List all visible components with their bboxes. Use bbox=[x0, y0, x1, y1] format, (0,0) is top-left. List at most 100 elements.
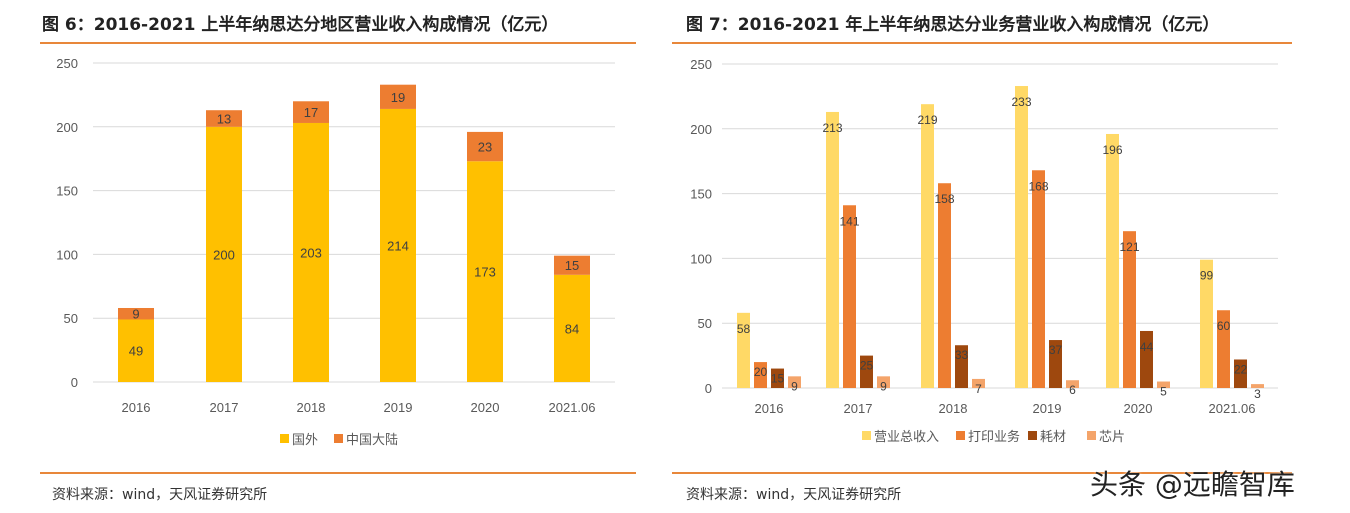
chart1-data-label: 84 bbox=[565, 321, 579, 336]
chart2-bar-2 bbox=[771, 368, 784, 388]
chart2-data-label: 219 bbox=[917, 113, 937, 127]
chart2-bar-3 bbox=[1251, 384, 1264, 388]
chart2-bar-0 bbox=[737, 312, 750, 388]
chart1-bar-1 bbox=[554, 255, 590, 275]
chart2-legend-label: 打印业务 bbox=[968, 429, 1020, 444]
chart1-bar-1 bbox=[206, 110, 242, 127]
chart2-xtick-label: 2016 bbox=[755, 401, 784, 416]
chart2-source-rule bbox=[672, 472, 1292, 474]
chart1-ytick-label: 50 bbox=[64, 311, 78, 326]
chart2-bar-0 bbox=[921, 104, 934, 389]
chart2-bar-3 bbox=[1157, 381, 1170, 388]
chart2-legend-label: 营业总收入 bbox=[874, 429, 939, 444]
chart2-bar-3 bbox=[877, 376, 890, 388]
chart2-legend-swatch bbox=[862, 431, 871, 440]
chart2-bar-1 bbox=[843, 205, 856, 388]
chart1-title-rule bbox=[40, 42, 636, 44]
chart1-ytick-label: 200 bbox=[56, 120, 78, 135]
chart1-legend-swatch bbox=[280, 434, 289, 443]
chart1-bar-1 bbox=[118, 307, 154, 320]
chart2-bar-2 bbox=[860, 355, 873, 388]
chart1-data-label: 203 bbox=[300, 245, 322, 260]
chart2-data-label: 60 bbox=[1217, 319, 1231, 333]
chart2-data-label: 9 bbox=[791, 379, 798, 393]
chart2-data-label: 15 bbox=[771, 372, 785, 386]
chart2-ytick-label: 150 bbox=[690, 187, 712, 202]
chart2-data-label: 213 bbox=[822, 121, 842, 135]
chart2-bar-3 bbox=[972, 378, 985, 388]
chart2-legend-label: 芯片 bbox=[1099, 429, 1125, 444]
chart2-bar-1 bbox=[938, 183, 951, 388]
chart2-xtick-label: 2019 bbox=[1033, 401, 1062, 416]
chart1-legend-label: 中国大陆 bbox=[346, 432, 398, 447]
chart2-data-label: 33 bbox=[955, 348, 969, 362]
chart2-data-label: 44 bbox=[1140, 340, 1154, 354]
chart1-data-label: 200 bbox=[213, 247, 235, 262]
chart1-bar-1 bbox=[293, 101, 329, 123]
chart1-bar-0 bbox=[554, 274, 590, 382]
chart2-bar-1 bbox=[1217, 310, 1230, 388]
chart2-title: 图 7：2016-2021 年上半年纳思达分业务营业收入构成情况（亿元） bbox=[686, 15, 1220, 35]
chart1-ytick-label: 150 bbox=[56, 184, 78, 199]
chart1-xtick-label: 2018 bbox=[297, 400, 326, 415]
chart2-xtick-label: 2021.06 bbox=[1209, 401, 1256, 416]
chart2-bar-0 bbox=[1200, 259, 1213, 388]
chart2-title-rule bbox=[672, 42, 1292, 44]
chart1-data-label: 9 bbox=[132, 307, 139, 322]
chart2-legend-label: 耗材 bbox=[1040, 429, 1066, 444]
chart2-data-label: 141 bbox=[839, 214, 859, 228]
chart2-bar-1 bbox=[1123, 231, 1136, 388]
chart1-bar-0 bbox=[380, 108, 416, 382]
chart1-bar-0 bbox=[293, 122, 329, 383]
chart1-xtick-label: 2017 bbox=[210, 400, 239, 415]
chart2-bar-0 bbox=[826, 111, 839, 389]
chart2-data-label: 168 bbox=[1028, 179, 1048, 193]
chart1-data-label: 17 bbox=[304, 105, 318, 120]
chart1-bar-0 bbox=[206, 126, 242, 382]
chart2-bar-0 bbox=[1015, 86, 1028, 389]
chart2-data-label: 99 bbox=[1200, 269, 1214, 283]
chart2-ytick-label: 0 bbox=[705, 381, 712, 396]
chart2-bar-0 bbox=[1106, 133, 1119, 388]
chart2-data-label: 5 bbox=[1160, 385, 1167, 399]
chart1-legend-swatch bbox=[334, 434, 343, 443]
chart2-data-label: 58 bbox=[737, 322, 751, 336]
chart2-data-label: 9 bbox=[880, 379, 887, 393]
watermark: 头条 @远瞻智库 bbox=[1090, 468, 1295, 501]
chart2-bar-3 bbox=[788, 376, 801, 388]
chart2-bar-2 bbox=[1140, 330, 1153, 388]
chart2-data-label: 22 bbox=[1234, 362, 1248, 376]
chart2-data-label: 196 bbox=[1102, 143, 1122, 157]
chart1-xtick-label: 2021.06 bbox=[549, 400, 596, 415]
chart1-data-label: 173 bbox=[474, 265, 496, 280]
chart2-data-label: 6 bbox=[1069, 383, 1076, 397]
chart1-xtick-label: 2019 bbox=[384, 400, 413, 415]
chart2-bar-2 bbox=[955, 345, 968, 388]
chart2-ytick-label: 250 bbox=[690, 57, 712, 72]
chart2-xtick-label: 2018 bbox=[939, 401, 968, 416]
chart1-data-label: 214 bbox=[387, 238, 409, 253]
chart1-xtick-label: 2016 bbox=[122, 400, 151, 415]
chart2-legend-swatch bbox=[1028, 431, 1037, 440]
chart2-bar-1 bbox=[754, 362, 767, 388]
chart1-source: 资料来源：wind，天风证券研究所 bbox=[52, 487, 268, 503]
chart1-bar-0 bbox=[467, 161, 503, 382]
chart1-source-rule bbox=[40, 472, 636, 474]
chart2-xtick-label: 2017 bbox=[844, 401, 873, 416]
chart2-data-label: 233 bbox=[1011, 95, 1031, 109]
chart1-ytick-label: 0 bbox=[71, 375, 78, 390]
chart2-data-label: 121 bbox=[1119, 240, 1139, 254]
chart2-data-label: 25 bbox=[860, 359, 874, 373]
chart2-bar-2 bbox=[1234, 359, 1247, 388]
chart1-data-label: 23 bbox=[478, 140, 492, 155]
chart1-legend-label: 国外 bbox=[292, 432, 318, 447]
chart1-bar-0 bbox=[118, 319, 154, 382]
chart1-data-label: 19 bbox=[391, 90, 405, 105]
chart1-bar-1 bbox=[467, 131, 503, 162]
chart1-ytick-label: 100 bbox=[56, 247, 78, 262]
chart2-data-label: 20 bbox=[754, 365, 768, 379]
chart2-data-label: 3 bbox=[1254, 387, 1261, 401]
chart1-title: 图 6：2016-2021 上半年纳思达分地区营业收入构成情况（亿元） bbox=[42, 15, 559, 35]
